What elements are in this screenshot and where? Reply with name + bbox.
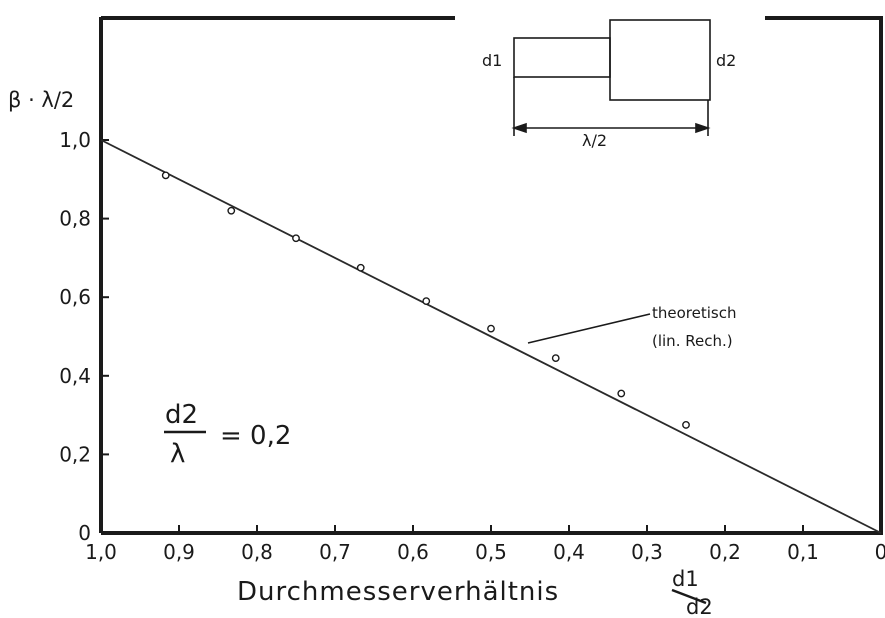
data-point	[422, 297, 431, 306]
inset-large-section	[609, 19, 711, 101]
parameter-annotation: d2 λ = 0,2	[164, 400, 291, 469]
x-ratio-bar	[671, 588, 707, 605]
x-tick-label: 0,8	[241, 540, 273, 564]
y-tick-label: 0,6	[59, 285, 91, 309]
y-tick-label: 1,0	[59, 128, 91, 152]
x-tick-label: 0,3	[631, 540, 663, 564]
x-tick-label: 0	[875, 540, 885, 564]
inset-dimension-label: λ/2	[582, 131, 607, 150]
param-numerator: d2	[165, 400, 198, 430]
curve-label: theoretisch (lin. Rech.)	[527, 304, 736, 350]
theoretical-line	[100, 139, 882, 534]
x-axis-ratio: d1 d2	[671, 567, 713, 618]
inset-arrow-right	[695, 122, 711, 134]
data-point	[617, 389, 626, 398]
curve-label-line2: (lin. Rech.)	[652, 332, 733, 350]
y-axis-label-text: β · λ/2	[8, 88, 74, 112]
data-point	[292, 234, 300, 243]
x-tick-label: 0,9	[163, 540, 195, 564]
x-ratio-denominator: d2	[686, 595, 713, 618]
y-tick-label: 0,2	[59, 442, 91, 466]
inset-diagram	[511, 19, 711, 136]
param-value: = 0,2	[220, 421, 291, 451]
plot-frame	[99, 16, 883, 535]
x-tick-label: 0,5	[475, 540, 507, 564]
param-denominator: λ	[170, 439, 185, 469]
x-tick-label: 0,6	[397, 540, 429, 564]
data-point	[356, 263, 365, 272]
data-point	[551, 354, 560, 363]
x-tick-label: 0,7	[319, 540, 351, 564]
x-tick-label: 1,0	[85, 540, 117, 564]
series-theoretical-line	[100, 139, 882, 534]
inset-label-d1: d1	[482, 51, 502, 70]
x-axis-label: Durchmesserverhältnis	[237, 577, 559, 607]
inset-small-section	[513, 37, 611, 78]
data-point	[682, 421, 690, 429]
inset-label-d2: d2	[716, 51, 736, 70]
x-axis-ticks: 1,0 0,9 0,8 0,7 0,6 0,5 0,4 0,3 0,2 0,1 0	[85, 525, 885, 564]
curve-label-leader	[527, 313, 651, 344]
y-tick-label: 0,4	[59, 364, 91, 388]
inset-arrow-left	[511, 122, 527, 134]
x-tick-label: 0,1	[787, 540, 819, 564]
y-tick-label: 0	[78, 521, 91, 545]
data-point	[487, 324, 495, 333]
data-point	[161, 171, 170, 180]
series-measured-points	[161, 171, 690, 429]
x-ratio-numerator: d1	[672, 567, 699, 591]
y-tick-label: 0,8	[59, 207, 91, 231]
x-tick-label: 0,2	[709, 540, 741, 564]
x-tick-label: 0,4	[553, 540, 585, 564]
data-point	[227, 206, 236, 215]
curve-label-line1: theoretisch	[652, 304, 736, 322]
y-axis-label: β · λ/2	[8, 88, 74, 112]
